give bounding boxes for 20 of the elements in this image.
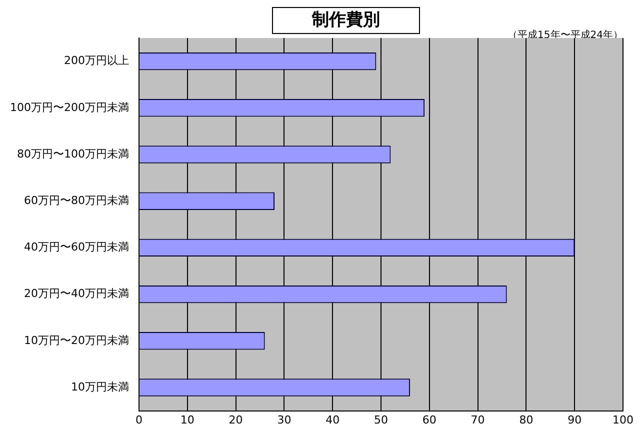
- y-tick-label: 60万円〜80万円未満: [24, 194, 129, 207]
- y-tick-label: 20万円〜40万円未満: [24, 287, 129, 300]
- y-tick-label: 40万円〜60万円未満: [24, 240, 129, 254]
- y-tick-label: 100万円〜200万円未満: [10, 100, 129, 114]
- x-tick-label: 40: [326, 413, 340, 426]
- x-tick-label: 60: [422, 413, 436, 426]
- x-tick-label: 90: [568, 413, 582, 426]
- x-tick-label: 20: [228, 413, 243, 426]
- x-tick-label: 50: [374, 413, 388, 426]
- x-tick-label: 0: [135, 413, 142, 426]
- x-tick-label: 10: [180, 413, 194, 426]
- x-tick-label: 100: [612, 413, 634, 426]
- y-tick-label: 80万円〜100万円未満: [16, 147, 129, 160]
- y-tick-label: 10万円〜20万円未満: [24, 334, 129, 347]
- y-tick-label: 200万円以上: [64, 54, 129, 68]
- y-tick-label: 10万円未満: [70, 380, 129, 394]
- x-tick-label: 30: [277, 413, 292, 426]
- x-tick-label: 80: [519, 413, 534, 426]
- x-tick-label: 70: [470, 413, 485, 426]
- chart-title: 制作費別: [272, 7, 420, 34]
